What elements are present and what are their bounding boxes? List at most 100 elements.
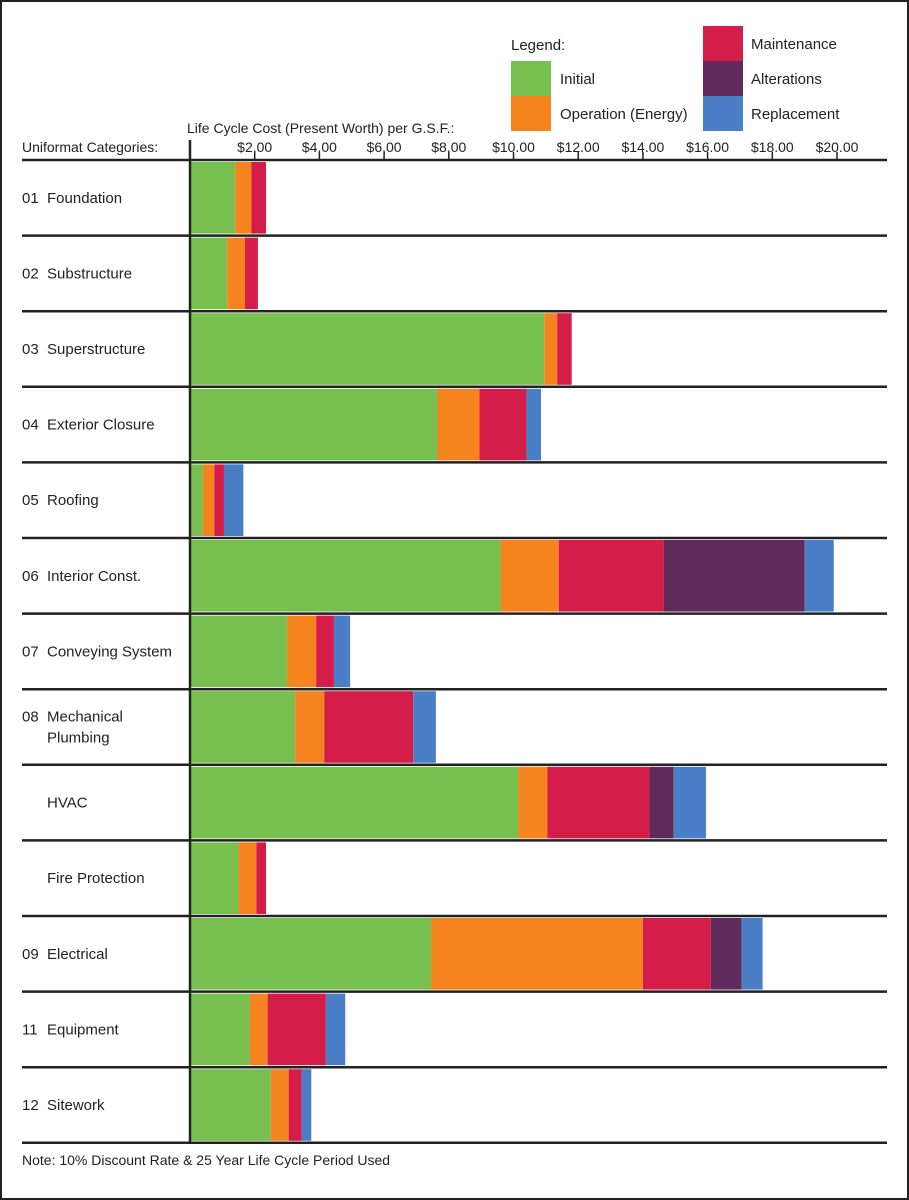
category-label: Mechanical xyxy=(47,709,123,726)
legend-swatch-maintenance xyxy=(703,26,743,61)
category-number: 07 xyxy=(22,643,39,660)
category-label: Foundation xyxy=(47,190,122,207)
legend-label-alterations: Alterations xyxy=(751,71,822,88)
bar-segment-operation xyxy=(500,540,559,612)
bar-segment-initial xyxy=(190,388,438,461)
bar-segment-replacement xyxy=(223,464,244,536)
bar-segment-maintenance xyxy=(244,237,258,310)
category-number: 01 xyxy=(22,190,39,207)
x-tick-label: $4.00 xyxy=(302,139,337,155)
bar-segment-operation xyxy=(202,464,215,536)
bar-segment-initial xyxy=(190,691,296,763)
bar-segment-maintenance xyxy=(547,766,650,839)
bar-segment-replacement xyxy=(413,691,436,763)
bar-segment-operation xyxy=(227,237,245,310)
bar-segment-maintenance xyxy=(642,918,711,990)
bar-segment-operation xyxy=(518,766,548,839)
legend-swatch-initial xyxy=(511,61,551,96)
bar-segment-operation xyxy=(437,388,480,461)
category-label: Equipment xyxy=(47,1021,120,1038)
bar-segment-initial xyxy=(190,237,228,310)
bar-segment-maintenance xyxy=(256,842,267,914)
bar-segment-maintenance xyxy=(558,540,664,612)
category-number: 04 xyxy=(22,417,39,434)
category-number: 06 xyxy=(22,568,39,585)
category-number: 03 xyxy=(22,341,39,358)
category-label: Electrical xyxy=(47,946,108,963)
legend-label-replacement: Replacement xyxy=(751,106,840,123)
bar-segment-replacement xyxy=(301,1069,312,1141)
bar-segment-initial xyxy=(190,1069,271,1141)
legend-label-operation: Operation (Energy) xyxy=(560,106,688,123)
category-label: Substructure xyxy=(47,265,132,282)
bar-segment-maintenance xyxy=(251,162,267,234)
bar-segment-initial xyxy=(190,464,203,536)
x-tick-label: $14.00 xyxy=(621,139,664,155)
bar-segment-initial xyxy=(190,615,288,688)
bar-segment-replacement xyxy=(673,766,706,839)
category-label: Superstructure xyxy=(47,341,145,358)
x-tick-label: $6.00 xyxy=(367,139,402,155)
category-label: Exterior Closure xyxy=(47,417,155,434)
x-tick-label: $8.00 xyxy=(431,139,466,155)
bar-segment-operation xyxy=(235,162,252,234)
legend-swatch-alterations xyxy=(703,61,743,96)
bar-segment-replacement xyxy=(325,993,346,1066)
legend-title: Legend: xyxy=(511,37,566,54)
legend-label-maintenance: Maintenance xyxy=(751,36,837,53)
x-tick-label: $10.00 xyxy=(492,139,535,155)
bar-segment-initial xyxy=(190,313,545,385)
x-tick-label: $16.00 xyxy=(686,139,729,155)
category-number: 05 xyxy=(22,492,39,509)
category-number: 09 xyxy=(22,946,39,963)
category-label: HVAC xyxy=(47,795,88,812)
bar-segment-maintenance xyxy=(214,464,224,536)
bar-segment-replacement xyxy=(526,388,541,461)
bar-segment-alterations xyxy=(710,918,742,990)
bar-segment-initial xyxy=(190,766,519,839)
bar-segment-initial xyxy=(190,540,501,612)
x-tick-label: $12.00 xyxy=(557,139,600,155)
legend-label-initial: Initial xyxy=(560,71,596,88)
bar-segment-maintenance xyxy=(316,615,334,688)
bar-segment-maintenance xyxy=(557,313,572,385)
bar-segment-operation xyxy=(295,691,325,763)
category-label: Roofing xyxy=(47,492,99,509)
x-axis-title: Life Cycle Cost (Present Worth) per G.S.… xyxy=(187,120,455,136)
category-number: 12 xyxy=(22,1097,39,1114)
bar-segment-maintenance xyxy=(288,1069,302,1141)
footnote: Note: 10% Discount Rate & 25 Year Life C… xyxy=(22,1152,391,1168)
bar-segment-initial xyxy=(190,842,239,914)
bar-segment-replacement xyxy=(804,540,834,612)
category-number: 11 xyxy=(22,1021,38,1038)
bar-segment-operation xyxy=(249,993,268,1066)
bar-segment-initial xyxy=(190,993,250,1066)
bar-segment-initial xyxy=(190,162,236,234)
category-label: Plumbing xyxy=(47,730,110,747)
category-label: Conveying System xyxy=(47,643,172,660)
bar-segment-operation xyxy=(238,842,257,914)
bar-segment-replacement xyxy=(741,918,763,990)
bar-segment-initial xyxy=(190,918,432,990)
bar-segment-alterations xyxy=(663,540,805,612)
legend-swatch-replacement xyxy=(703,96,743,131)
bar-segment-operation xyxy=(544,313,558,385)
bar-segment-alterations xyxy=(649,766,674,839)
x-tick-label: $2.00 xyxy=(237,139,272,155)
bar-segment-maintenance xyxy=(479,388,527,461)
x-tick-label: $20.00 xyxy=(816,139,859,155)
category-label: Sitework xyxy=(47,1097,105,1114)
bar-segment-operation xyxy=(287,615,317,688)
bar-segment-operation xyxy=(270,1069,289,1141)
bar-segment-replacement xyxy=(333,615,351,688)
legend-swatch-operation xyxy=(511,96,551,131)
category-label: Interior Const. xyxy=(47,568,141,585)
category-label: Fire Protection xyxy=(47,870,145,887)
category-number: 02 xyxy=(22,265,39,282)
bar-segment-maintenance xyxy=(324,691,414,763)
x-tick-label: $18.00 xyxy=(751,139,794,155)
bar-segment-maintenance xyxy=(267,993,326,1066)
category-header: Uniformat Categories: xyxy=(22,139,159,155)
